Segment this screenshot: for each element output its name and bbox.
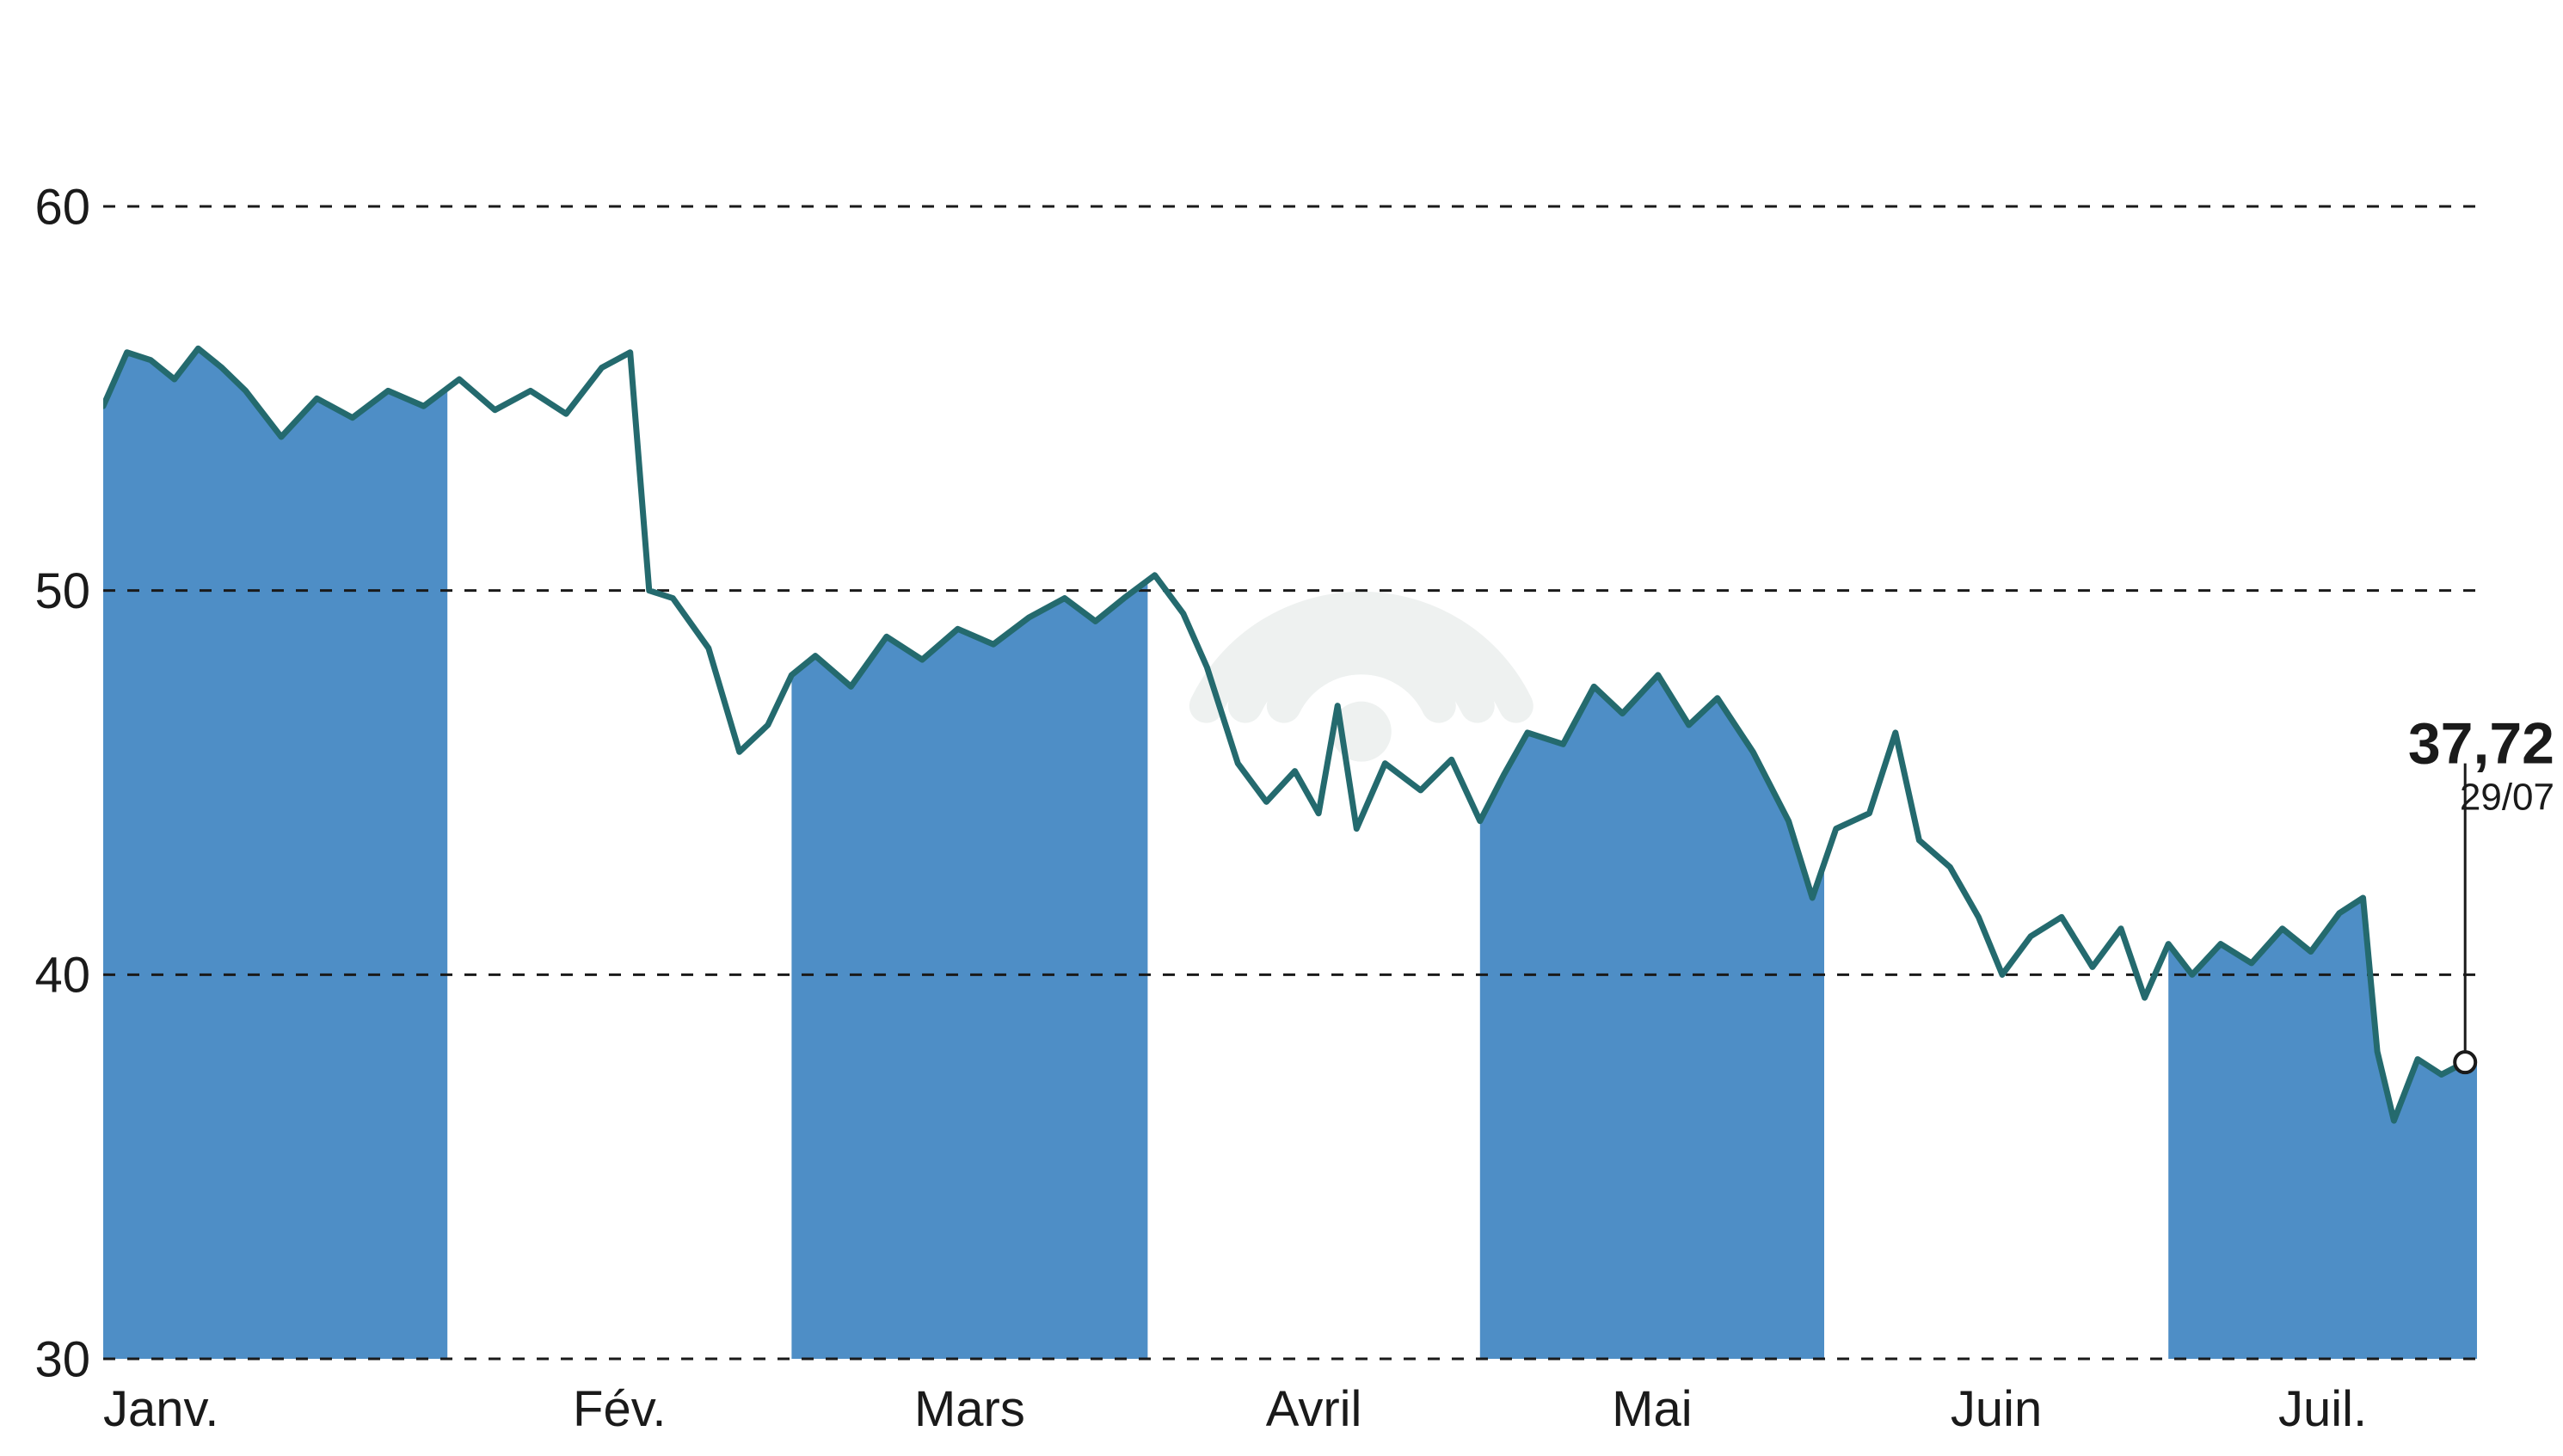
month-label: Juin (1951, 1381, 2042, 1437)
svg-text:30: 30 (34, 1331, 90, 1387)
stock-chart-container: EDENRED 30405060Janv.Fév.MarsAvrilMaiJui… (0, 0, 2563, 1456)
svg-text:50: 50 (34, 563, 90, 619)
chart-plot-area: 30 40 50 60 Janv. Fév. Mars Avril Mai Juin Juil. 37… (0, 0, 2563, 1456)
month-label: Juil. (2278, 1381, 2367, 1437)
month-label: Janv. (103, 1381, 218, 1437)
chart-svg: 30 40 50 60 Janv. Fév. Mars Avril Mai Juin Juil. 37… (0, 0, 2563, 1456)
last-value-label: 37,72 (2408, 711, 2554, 777)
svg-text:60: 60 (34, 179, 90, 235)
month-label: Avril (1266, 1381, 1362, 1437)
month-label: Mai (1612, 1381, 1692, 1437)
month-label: Mars (914, 1381, 1025, 1437)
last-point-marker (2455, 1052, 2475, 1072)
last-date-label: 29/07 (2460, 777, 2554, 819)
month-label: Fév. (573, 1381, 667, 1437)
svg-text:40: 40 (34, 948, 90, 1004)
